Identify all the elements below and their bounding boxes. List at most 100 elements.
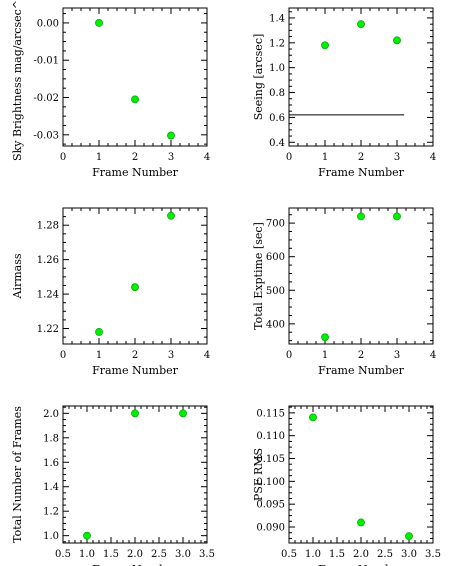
x-tick-label: 3	[168, 350, 174, 361]
x-tick-label: 0	[286, 350, 292, 361]
panel-3: 0 1 2 3 4 1.22 1.24 1.26 1.28 Frame Number Airmass	[11, 207, 210, 377]
x-tick-label: 0	[60, 350, 66, 361]
y-tick-label: 1.4	[43, 482, 59, 493]
x-axis-label: Frame Number	[318, 166, 405, 179]
y-tick-label: 1.24	[37, 290, 59, 301]
y-axis-label: PSF RMS	[252, 448, 265, 501]
data-point	[167, 211, 175, 220]
y-tick-label: 1.2	[269, 38, 285, 49]
y-tick-label: 1.8	[43, 433, 59, 444]
plot-frame	[288, 207, 434, 345]
y-tick-label: 1.0	[43, 531, 59, 542]
y-tick-label: 0.8	[269, 88, 285, 99]
x-tick-label: 3	[394, 350, 400, 361]
panel-1: 0 1 2 3 4 0.00 -0.01 -0.02 -0.03 Frame Number Sky …	[11, 0, 210, 179]
x-tick-label: 3	[168, 152, 174, 163]
x-tick-label: 2	[358, 152, 364, 163]
x-tick-label: 3.5	[425, 549, 441, 560]
x-tick-label: 2	[358, 350, 364, 361]
plot-frame	[62, 405, 208, 544]
x-tick-label: 1	[322, 350, 328, 361]
data-point	[357, 518, 365, 527]
data-point	[179, 409, 187, 418]
data-point	[393, 36, 401, 45]
data-point	[131, 409, 139, 418]
data-point	[321, 333, 329, 342]
y-axis-label: Seeing [arcsec]	[252, 34, 265, 121]
data-point	[357, 212, 365, 221]
panel-6: 0.5 1.0 1.5 2.0 2.5 3.0 3.5 0.090 0.095 0.100 0.10…	[252, 405, 441, 566]
x-tick-label: 1.5	[103, 549, 119, 560]
y-tick-label: 1.26	[37, 255, 59, 266]
y-tick-label: 0.110	[256, 431, 285, 442]
x-tick-label: 1	[322, 152, 328, 163]
y-axis-label: Total Number of Frames	[11, 406, 24, 543]
x-tick-label: 0	[60, 152, 66, 163]
panel-5: 0.5 1.0 1.5 2.0 2.5 3.0 3.5 1.0 1.2 1.4 1.6 1.8 2.0 F…	[11, 405, 215, 566]
y-tick-label: -0.02	[33, 93, 59, 104]
y-tick-label: 0.100	[256, 477, 285, 488]
x-tick-label: 1	[96, 152, 102, 163]
x-tick-label: 0.5	[55, 549, 71, 560]
y-tick-label: 1.0	[269, 63, 285, 74]
data-point	[309, 413, 317, 422]
y-tick-label: 1.4	[269, 13, 285, 24]
x-tick-label: 4	[204, 152, 210, 163]
data-point	[167, 131, 175, 140]
x-tick-label: 2.5	[151, 549, 167, 560]
data-point	[83, 531, 91, 540]
y-tick-label: 1.22	[37, 324, 59, 335]
panel-4: 0 1 2 3 4 400 500 600 700 Frame Number Total Expti…	[252, 207, 436, 377]
x-axis-label: Frame Number	[92, 364, 179, 377]
x-axis-label: Frame Number	[318, 563, 405, 566]
x-tick-label: 2.0	[353, 549, 369, 560]
x-axis-label: Frame Number	[318, 364, 405, 377]
x-tick-label: 4	[430, 350, 436, 361]
y-tick-label: 700	[266, 219, 285, 230]
y-tick-label: 1.6	[43, 458, 59, 469]
x-tick-label: 3.0	[175, 549, 191, 560]
x-axis-label: Frame Number	[92, 166, 179, 179]
data-point	[131, 283, 139, 292]
y-tick-label: 0.090	[256, 523, 285, 534]
x-tick-label: 1	[96, 350, 102, 361]
y-tick-label: 0.6	[269, 113, 285, 124]
x-tick-label: 2	[132, 350, 138, 361]
x-tick-label: 0	[286, 152, 292, 163]
y-tick-label: 2.0	[43, 409, 59, 420]
data-point	[405, 532, 413, 541]
x-tick-label: 3.5	[199, 549, 215, 560]
x-tick-label: 3.0	[401, 549, 417, 560]
x-tick-label: 2.5	[377, 549, 393, 560]
y-tick-label: 400	[266, 319, 285, 330]
data-point	[357, 20, 365, 29]
data-point	[95, 19, 103, 27]
x-tick-label: 4	[430, 152, 436, 163]
x-tick-label: 1.0	[305, 549, 321, 560]
plot-frame	[288, 7, 434, 147]
x-tick-label: 2.0	[127, 549, 143, 560]
y-axis-label: Airmass	[11, 253, 24, 299]
y-tick-label: 1.2	[43, 507, 59, 518]
x-tick-label: 3	[394, 152, 400, 163]
y-axis-label: Total Exptime [sec]	[252, 222, 265, 330]
y-tick-label: 0.115	[256, 408, 285, 419]
y-tick-label: 0.00	[37, 18, 59, 29]
x-tick-label: 2	[132, 152, 138, 163]
y-axis-label: Sky Brightness mag/arcsec^2	[11, 0, 24, 161]
y-tick-label: 0.105	[256, 454, 285, 465]
x-tick-label: 0.5	[281, 549, 297, 560]
y-tick-label: -0.03	[33, 130, 59, 141]
x-tick-label: 1.5	[329, 549, 345, 560]
y-tick-label: 0.4	[269, 138, 285, 149]
plot-frame	[62, 207, 208, 345]
x-tick-label: 1.0	[79, 549, 95, 560]
data-point	[321, 41, 329, 50]
data-point	[131, 95, 139, 104]
y-tick-label: -0.01	[33, 56, 59, 67]
x-tick-label: 4	[204, 350, 210, 361]
plot-frame	[62, 7, 208, 147]
y-tick-label: 1.28	[37, 221, 59, 232]
y-tick-label: 500	[266, 286, 285, 297]
